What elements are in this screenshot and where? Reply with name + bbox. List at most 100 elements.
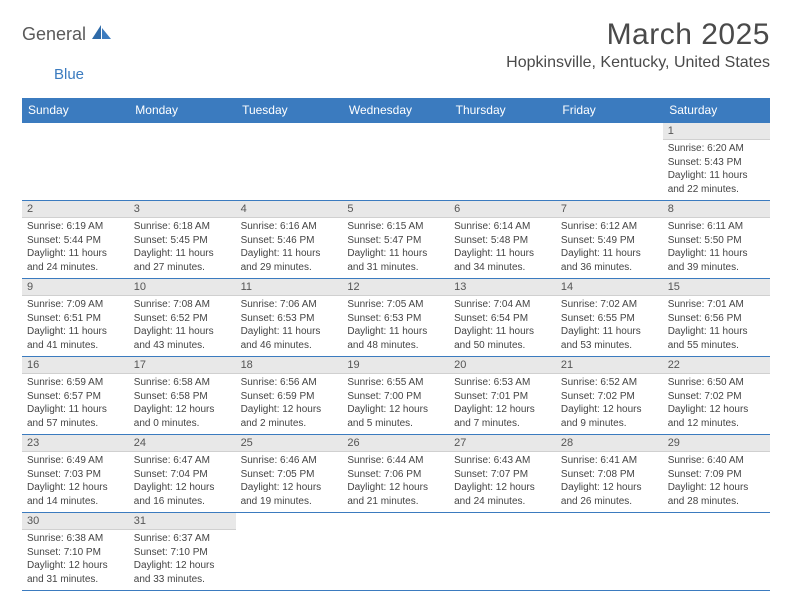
calendar-cell: 5Sunrise: 6:15 AMSunset: 5:47 PMDaylight… [342,201,449,279]
calendar-cell: 7Sunrise: 6:12 AMSunset: 5:49 PMDaylight… [556,201,663,279]
day-number: 2 [22,201,129,218]
day-number: 20 [449,357,556,374]
day-number: 14 [556,279,663,296]
calendar-cell: 22Sunrise: 6:50 AMSunset: 7:02 PMDayligh… [663,357,770,435]
day-number: 3 [129,201,236,218]
day-details: Sunrise: 6:52 AMSunset: 7:02 PMDaylight:… [556,374,663,433]
calendar-cell [22,123,129,201]
calendar-cell [342,513,449,591]
day-number: 11 [236,279,343,296]
day-details: Sunrise: 7:04 AMSunset: 6:54 PMDaylight:… [449,296,556,355]
day-details: Sunrise: 7:02 AMSunset: 6:55 PMDaylight:… [556,296,663,355]
day-details: Sunrise: 6:49 AMSunset: 7:03 PMDaylight:… [22,452,129,511]
calendar-cell [236,513,343,591]
logo-text-general: General [22,24,86,45]
day-number: 21 [556,357,663,374]
day-number: 6 [449,201,556,218]
day-number: 16 [22,357,129,374]
day-details: Sunrise: 6:59 AMSunset: 6:57 PMDaylight:… [22,374,129,433]
day-details: Sunrise: 6:18 AMSunset: 5:45 PMDaylight:… [129,218,236,277]
calendar-cell: 12Sunrise: 7:05 AMSunset: 6:53 PMDayligh… [342,279,449,357]
day-number: 13 [449,279,556,296]
day-details: Sunrise: 7:08 AMSunset: 6:52 PMDaylight:… [129,296,236,355]
weekday-header: Saturday [663,98,770,123]
calendar-cell [236,123,343,201]
calendar-row: 9Sunrise: 7:09 AMSunset: 6:51 PMDaylight… [22,279,770,357]
day-details: Sunrise: 6:41 AMSunset: 7:08 PMDaylight:… [556,452,663,511]
calendar-cell: 20Sunrise: 6:53 AMSunset: 7:01 PMDayligh… [449,357,556,435]
calendar-cell: 16Sunrise: 6:59 AMSunset: 6:57 PMDayligh… [22,357,129,435]
logo-text-blue: Blue [54,66,84,83]
calendar-cell: 29Sunrise: 6:40 AMSunset: 7:09 PMDayligh… [663,435,770,513]
day-number: 18 [236,357,343,374]
calendar-cell: 17Sunrise: 6:58 AMSunset: 6:58 PMDayligh… [129,357,236,435]
weekday-header: Sunday [22,98,129,123]
location-text: Hopkinsville, Kentucky, United States [506,54,770,72]
calendar-cell: 15Sunrise: 7:01 AMSunset: 6:56 PMDayligh… [663,279,770,357]
day-number: 12 [342,279,449,296]
day-number: 19 [342,357,449,374]
calendar-cell: 11Sunrise: 7:06 AMSunset: 6:53 PMDayligh… [236,279,343,357]
calendar-cell: 2Sunrise: 6:19 AMSunset: 5:44 PMDaylight… [22,201,129,279]
calendar-row: 30Sunrise: 6:38 AMSunset: 7:10 PMDayligh… [22,513,770,591]
calendar-cell [342,123,449,201]
day-number: 24 [129,435,236,452]
calendar-cell: 14Sunrise: 7:02 AMSunset: 6:55 PMDayligh… [556,279,663,357]
day-number: 7 [556,201,663,218]
calendar-cell [556,123,663,201]
calendar-cell: 19Sunrise: 6:55 AMSunset: 7:00 PMDayligh… [342,357,449,435]
calendar-row: 2Sunrise: 6:19 AMSunset: 5:44 PMDaylight… [22,201,770,279]
weekday-header: Thursday [449,98,556,123]
day-details: Sunrise: 6:56 AMSunset: 6:59 PMDaylight:… [236,374,343,433]
calendar-cell: 8Sunrise: 6:11 AMSunset: 5:50 PMDaylight… [663,201,770,279]
weekday-header: Wednesday [342,98,449,123]
day-number: 1 [663,123,770,140]
calendar-row: 16Sunrise: 6:59 AMSunset: 6:57 PMDayligh… [22,357,770,435]
calendar-cell: 1Sunrise: 6:20 AMSunset: 5:43 PMDaylight… [663,123,770,201]
calendar-cell: 26Sunrise: 6:44 AMSunset: 7:06 PMDayligh… [342,435,449,513]
day-number: 9 [22,279,129,296]
day-number: 5 [342,201,449,218]
calendar-cell [449,513,556,591]
day-number: 10 [129,279,236,296]
logo: General [22,18,115,45]
calendar-cell: 24Sunrise: 6:47 AMSunset: 7:04 PMDayligh… [129,435,236,513]
day-number: 8 [663,201,770,218]
day-details: Sunrise: 6:11 AMSunset: 5:50 PMDaylight:… [663,218,770,277]
day-details: Sunrise: 6:55 AMSunset: 7:00 PMDaylight:… [342,374,449,433]
weekday-header: Friday [556,98,663,123]
calendar-cell [449,123,556,201]
day-number: 22 [663,357,770,374]
calendar-cell: 4Sunrise: 6:16 AMSunset: 5:46 PMDaylight… [236,201,343,279]
day-details: Sunrise: 6:37 AMSunset: 7:10 PMDaylight:… [129,530,236,589]
day-details: Sunrise: 6:12 AMSunset: 5:49 PMDaylight:… [556,218,663,277]
calendar-cell: 30Sunrise: 6:38 AMSunset: 7:10 PMDayligh… [22,513,129,591]
day-details: Sunrise: 7:01 AMSunset: 6:56 PMDaylight:… [663,296,770,355]
calendar-cell: 25Sunrise: 6:46 AMSunset: 7:05 PMDayligh… [236,435,343,513]
calendar-cell: 28Sunrise: 6:41 AMSunset: 7:08 PMDayligh… [556,435,663,513]
day-number: 30 [22,513,129,530]
day-details: Sunrise: 6:46 AMSunset: 7:05 PMDaylight:… [236,452,343,511]
weekday-header-row: Sunday Monday Tuesday Wednesday Thursday… [22,98,770,123]
day-details: Sunrise: 6:15 AMSunset: 5:47 PMDaylight:… [342,218,449,277]
day-details: Sunrise: 7:09 AMSunset: 6:51 PMDaylight:… [22,296,129,355]
weekday-header: Monday [129,98,236,123]
title-block: March 2025 Hopkinsville, Kentucky, Unite… [506,18,770,72]
calendar-cell: 13Sunrise: 7:04 AMSunset: 6:54 PMDayligh… [449,279,556,357]
calendar-cell [129,123,236,201]
day-details: Sunrise: 6:53 AMSunset: 7:01 PMDaylight:… [449,374,556,433]
day-number: 25 [236,435,343,452]
day-details: Sunrise: 6:44 AMSunset: 7:06 PMDaylight:… [342,452,449,511]
calendar-cell: 23Sunrise: 6:49 AMSunset: 7:03 PMDayligh… [22,435,129,513]
weekday-header: Tuesday [236,98,343,123]
day-details: Sunrise: 6:47 AMSunset: 7:04 PMDaylight:… [129,452,236,511]
day-number: 23 [22,435,129,452]
logo-sail-icon [91,24,113,45]
day-number: 4 [236,201,343,218]
day-details: Sunrise: 6:38 AMSunset: 7:10 PMDaylight:… [22,530,129,589]
day-details: Sunrise: 6:14 AMSunset: 5:48 PMDaylight:… [449,218,556,277]
day-number: 17 [129,357,236,374]
day-number: 29 [663,435,770,452]
calendar-cell: 31Sunrise: 6:37 AMSunset: 7:10 PMDayligh… [129,513,236,591]
calendar-cell: 18Sunrise: 6:56 AMSunset: 6:59 PMDayligh… [236,357,343,435]
